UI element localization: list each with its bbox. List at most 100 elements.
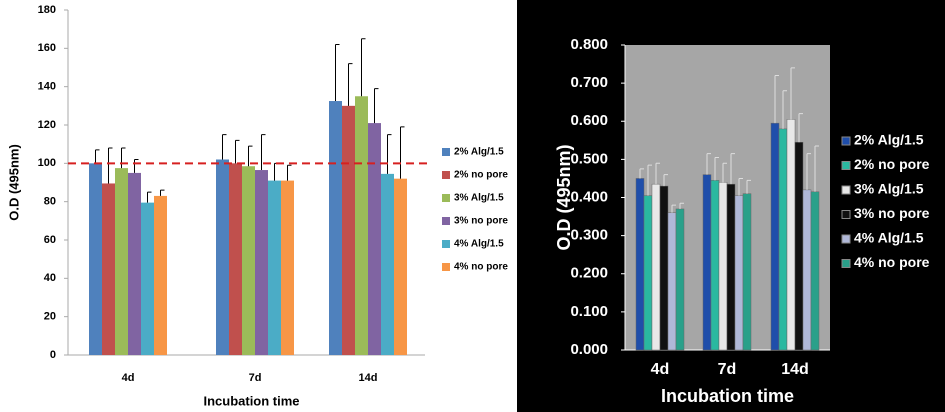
error-bar: [147, 191, 152, 203]
error-bar: [706, 153, 711, 175]
bar: [667, 212, 677, 351]
x-axis-title: Incubation time: [661, 386, 794, 406]
bar: [355, 96, 368, 355]
error-bar: [248, 145, 253, 167]
error-bar: [387, 134, 392, 174]
error-bar: [374, 88, 379, 124]
error-bar: [714, 156, 719, 181]
x-tick-label: 14d: [359, 372, 378, 384]
legend-swatch: [841, 185, 851, 195]
y-axis-title: O.D (495nm): [554, 144, 574, 250]
y-tick-label: 0: [50, 349, 56, 361]
error-bar: [361, 38, 366, 97]
bar: [742, 193, 752, 351]
x-tick-label: 14d: [781, 361, 809, 378]
bar: [726, 183, 736, 351]
bar: [255, 170, 268, 355]
error-bar: [222, 134, 227, 160]
error-bar: [134, 159, 139, 173]
bar: [229, 163, 242, 355]
bar: [794, 141, 804, 351]
y-tick-label: 160: [38, 42, 56, 54]
bar: [115, 168, 128, 355]
y-tick-label: 180: [38, 4, 56, 16]
error-bar: [774, 75, 779, 124]
legend-swatch: [442, 148, 450, 156]
legend-swatch: [841, 161, 851, 170]
bar: [102, 183, 115, 355]
error-bar: [722, 162, 727, 183]
x-tick-label: 4d: [122, 372, 135, 384]
error-bar: [663, 174, 668, 187]
error-bar: [814, 145, 819, 192]
y-tick-label: 0.000: [570, 341, 608, 358]
error-bar: [108, 147, 113, 184]
error-bar: [400, 126, 405, 179]
legend-swatch: [442, 263, 450, 271]
bar: [786, 119, 796, 351]
y-tick-label: 0.400: [570, 188, 608, 205]
error-bar: [639, 168, 644, 179]
legend-swatch: [841, 259, 851, 268]
error-bar: [235, 139, 240, 164]
bar: [778, 128, 788, 351]
legend-label: 3% no pore: [854, 205, 930, 221]
error-bar: [261, 134, 266, 171]
x-axis-title: Incubation time: [203, 393, 299, 408]
error-bar: [287, 164, 292, 181]
legend-label: 4% no pore: [854, 254, 930, 270]
x-tick-label: 7d: [249, 372, 262, 384]
legend-label: 3% Alg/1.5: [854, 181, 924, 197]
error-bar: [746, 179, 751, 194]
bar: [394, 178, 407, 355]
bar: [718, 182, 728, 351]
bar: [702, 174, 712, 351]
error-bar: [160, 189, 165, 196]
y-tick-label: 100: [38, 157, 56, 169]
bar: [368, 123, 381, 355]
y-tick-label: 0.200: [570, 265, 608, 282]
error-bar: [95, 149, 100, 164]
error-bar: [655, 162, 660, 185]
bar: [281, 180, 294, 355]
error-bar: [782, 90, 787, 129]
bar: [651, 183, 661, 351]
error-bar: [730, 153, 735, 185]
error-bar: [671, 204, 676, 213]
error-bar: [348, 63, 353, 106]
legend-label: 4% Alg/1.5: [454, 239, 504, 250]
bar: [659, 185, 669, 351]
error-bar: [806, 153, 811, 190]
legend-label: 4% no pore: [454, 262, 508, 273]
bar: [770, 122, 780, 351]
legend-swatch: [442, 217, 450, 225]
error-bar: [798, 113, 803, 143]
legend-label: 2% Alg/1.5: [454, 147, 504, 158]
legend-swatch: [442, 194, 450, 202]
bar: [141, 202, 154, 355]
x-tick-label: 7d: [718, 361, 737, 378]
bar: [128, 172, 141, 355]
error-bar: [335, 44, 340, 102]
bar: [810, 191, 820, 351]
bar: [268, 180, 281, 355]
bar: [216, 159, 229, 355]
bar: [242, 166, 255, 355]
error-bar: [647, 164, 652, 196]
legend-label: 4% Alg/1.5: [854, 230, 924, 246]
legend-label: 3% Alg/1.5: [454, 193, 504, 204]
y-axis-title: O.D (495nm): [6, 144, 21, 221]
legend-swatch: [442, 171, 450, 179]
bar: [635, 178, 645, 351]
y-tick-label: 0.700: [570, 74, 608, 91]
bar: [381, 173, 394, 355]
y-tick-label: 0.800: [570, 36, 608, 53]
y-tick-label: 0.600: [570, 112, 608, 129]
legend-label: 3% no pore: [454, 216, 508, 227]
y-tick-label: 0.100: [570, 303, 608, 320]
legend-label: 2% no pore: [854, 156, 930, 172]
error-bar: [738, 177, 743, 196]
y-tick-label: 0.500: [570, 150, 608, 167]
y-tick-label: 40: [44, 272, 56, 284]
